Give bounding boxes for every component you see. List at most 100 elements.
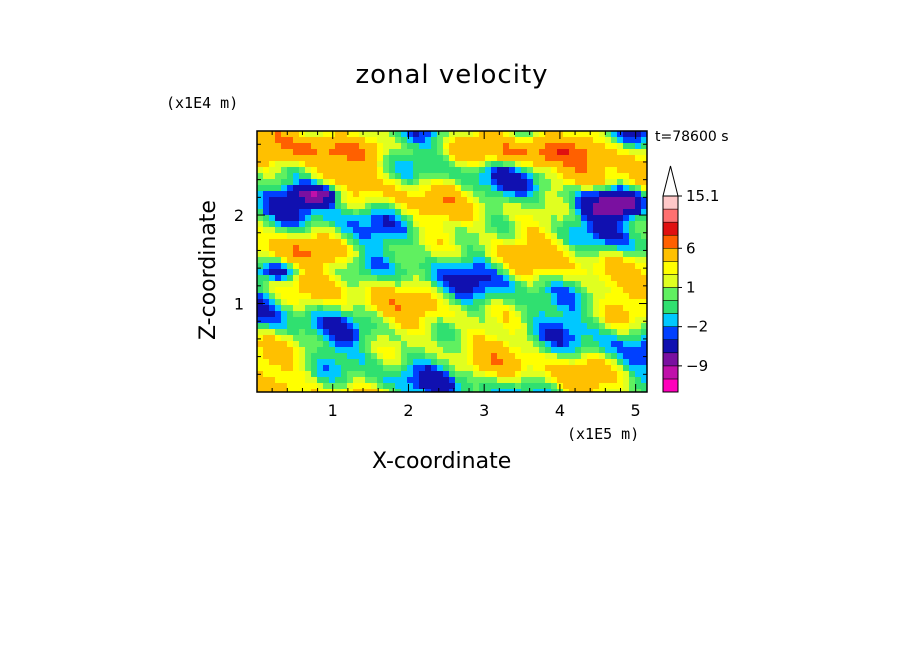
field-cell <box>473 359 479 365</box>
field-cell <box>581 293 587 299</box>
field-cell <box>557 251 563 257</box>
field-cell <box>467 299 473 305</box>
field-cell <box>407 317 413 323</box>
field-cell <box>443 137 449 143</box>
field-cell <box>491 173 497 179</box>
field-cell <box>329 161 335 167</box>
field-cell <box>407 353 413 359</box>
field-cell <box>629 347 635 353</box>
field-cell <box>371 161 377 167</box>
field-cell <box>635 161 641 167</box>
field-cell <box>407 299 413 305</box>
field-cell <box>629 257 635 263</box>
field-cell <box>281 269 287 275</box>
field-cell <box>635 305 641 311</box>
field-cell <box>569 347 575 353</box>
field-cell <box>275 377 281 383</box>
field-cell <box>371 197 377 203</box>
field-cell <box>545 263 551 269</box>
field-cell <box>389 263 395 269</box>
field-cell <box>449 311 455 317</box>
field-cell <box>269 287 275 293</box>
field-cell <box>269 227 275 233</box>
field-cell <box>287 137 293 143</box>
field-cell <box>341 209 347 215</box>
field-cell <box>419 155 425 161</box>
field-cell <box>299 341 305 347</box>
field-cell <box>323 251 329 257</box>
field-cell <box>413 341 419 347</box>
field-cell <box>509 263 515 269</box>
field-cell <box>449 245 455 251</box>
field-cell <box>383 131 389 137</box>
field-cell <box>377 353 383 359</box>
field-cell <box>347 299 353 305</box>
field-cell <box>485 281 491 287</box>
field-cell <box>401 161 407 167</box>
field-cell <box>605 131 611 137</box>
field-cell <box>497 305 503 311</box>
field-cell <box>449 281 455 287</box>
field-cell <box>635 185 641 191</box>
field-cell <box>635 389 641 392</box>
field-cell <box>473 179 479 185</box>
field-cell <box>545 203 551 209</box>
field-cell <box>599 371 605 377</box>
field-cell <box>437 269 443 275</box>
field-cell <box>569 149 575 155</box>
field-cell <box>581 233 587 239</box>
field-cell <box>281 335 287 341</box>
field-cell <box>347 149 353 155</box>
field-cell <box>491 203 497 209</box>
field-cell <box>629 161 635 167</box>
colorbar-swatch <box>662 261 679 275</box>
field-cell <box>539 233 545 239</box>
field-cell <box>503 203 509 209</box>
field-cell <box>317 143 323 149</box>
field-cell <box>629 383 635 389</box>
field-cell <box>323 305 329 311</box>
field-cell <box>479 251 485 257</box>
field-cell <box>467 221 473 227</box>
field-cell <box>287 251 293 257</box>
field-cell <box>509 377 515 383</box>
field-cell <box>479 323 485 329</box>
field-cell <box>557 257 563 263</box>
field-cell <box>521 251 527 257</box>
field-cell <box>413 257 419 263</box>
field-cell <box>359 257 365 263</box>
field-cell <box>521 149 527 155</box>
field-cell <box>305 341 311 347</box>
field-cell <box>329 131 335 137</box>
field-cell <box>395 179 401 185</box>
field-cell <box>335 173 341 179</box>
field-cell <box>551 293 557 299</box>
field-cell <box>611 245 617 251</box>
x-tick-label: 4 <box>555 401 565 420</box>
field-cell <box>521 329 527 335</box>
field-cell <box>455 305 461 311</box>
field-cell <box>479 197 485 203</box>
field-cell <box>371 329 377 335</box>
field-cell <box>455 191 461 197</box>
field-cell <box>545 389 551 392</box>
field-cell <box>575 221 581 227</box>
field-cell <box>389 257 395 263</box>
field-cell <box>413 239 419 245</box>
field-cell <box>311 191 317 197</box>
field-cell <box>587 263 593 269</box>
field-cell <box>491 311 497 317</box>
field-cell <box>635 215 641 221</box>
field-cell <box>341 161 347 167</box>
field-cell <box>473 299 479 305</box>
field-cell <box>515 263 521 269</box>
field-cell <box>473 167 479 173</box>
field-cell <box>629 167 635 173</box>
field-cell <box>293 203 299 209</box>
field-cell <box>479 227 485 233</box>
field-cell <box>623 203 629 209</box>
field-cell <box>509 233 515 239</box>
field-cell <box>353 311 359 317</box>
field-cell <box>575 173 581 179</box>
field-cell <box>287 359 293 365</box>
